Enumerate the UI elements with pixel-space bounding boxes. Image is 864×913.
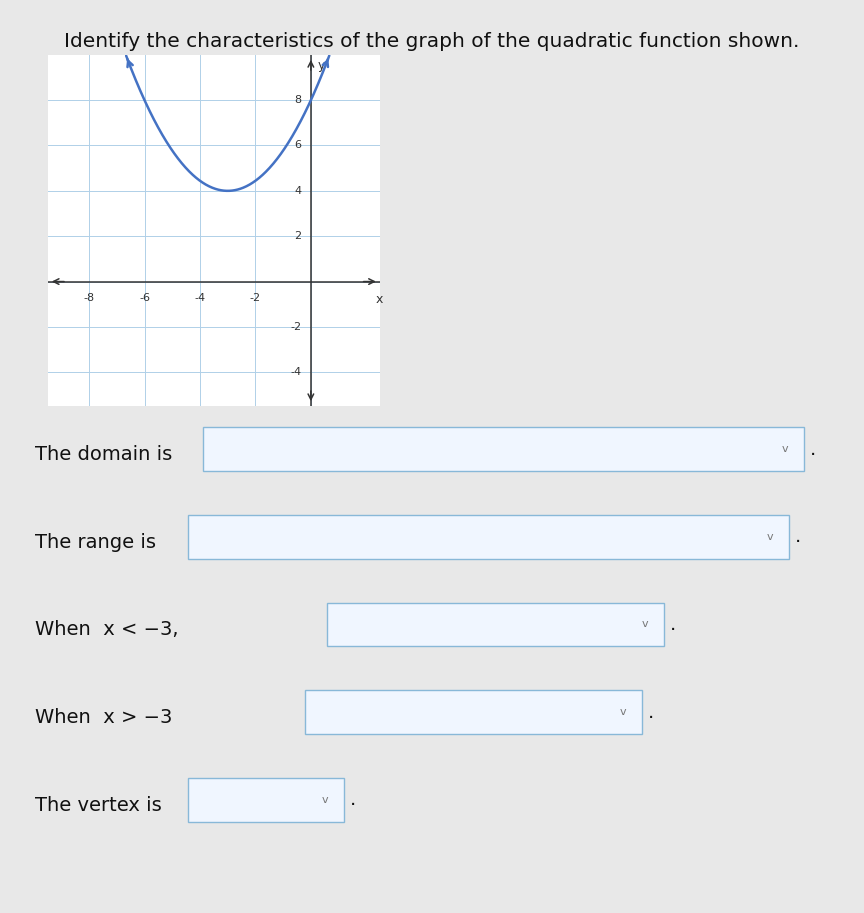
Text: -4: -4: [290, 367, 302, 377]
Text: y: y: [318, 59, 325, 72]
Text: v: v: [619, 708, 626, 717]
Text: -2: -2: [290, 322, 302, 332]
Text: x: x: [376, 293, 384, 306]
Text: .: .: [350, 791, 356, 809]
Text: -2: -2: [250, 293, 261, 303]
Text: Identify the characteristics of the graph of the quadratic function shown.: Identify the characteristics of the grap…: [64, 32, 800, 51]
Text: .: .: [648, 703, 654, 721]
Text: The domain is: The domain is: [35, 446, 172, 464]
Text: v: v: [766, 532, 773, 541]
Text: 8: 8: [294, 95, 302, 105]
Text: The vertex is: The vertex is: [35, 796, 162, 814]
Text: 6: 6: [294, 141, 302, 151]
Text: v: v: [781, 445, 788, 454]
Text: When  x < −3,: When x < −3,: [35, 621, 178, 639]
Text: .: .: [795, 528, 801, 546]
Text: -8: -8: [84, 293, 95, 303]
Text: -6: -6: [139, 293, 150, 303]
Text: .: .: [670, 615, 676, 634]
Text: v: v: [641, 620, 648, 629]
Text: .: .: [810, 440, 816, 458]
Text: 4: 4: [294, 186, 302, 196]
Text: -4: -4: [194, 293, 206, 303]
Text: v: v: [321, 795, 328, 804]
Text: 2: 2: [294, 231, 302, 241]
Text: The range is: The range is: [35, 533, 156, 551]
Text: When  x > −3: When x > −3: [35, 708, 172, 727]
